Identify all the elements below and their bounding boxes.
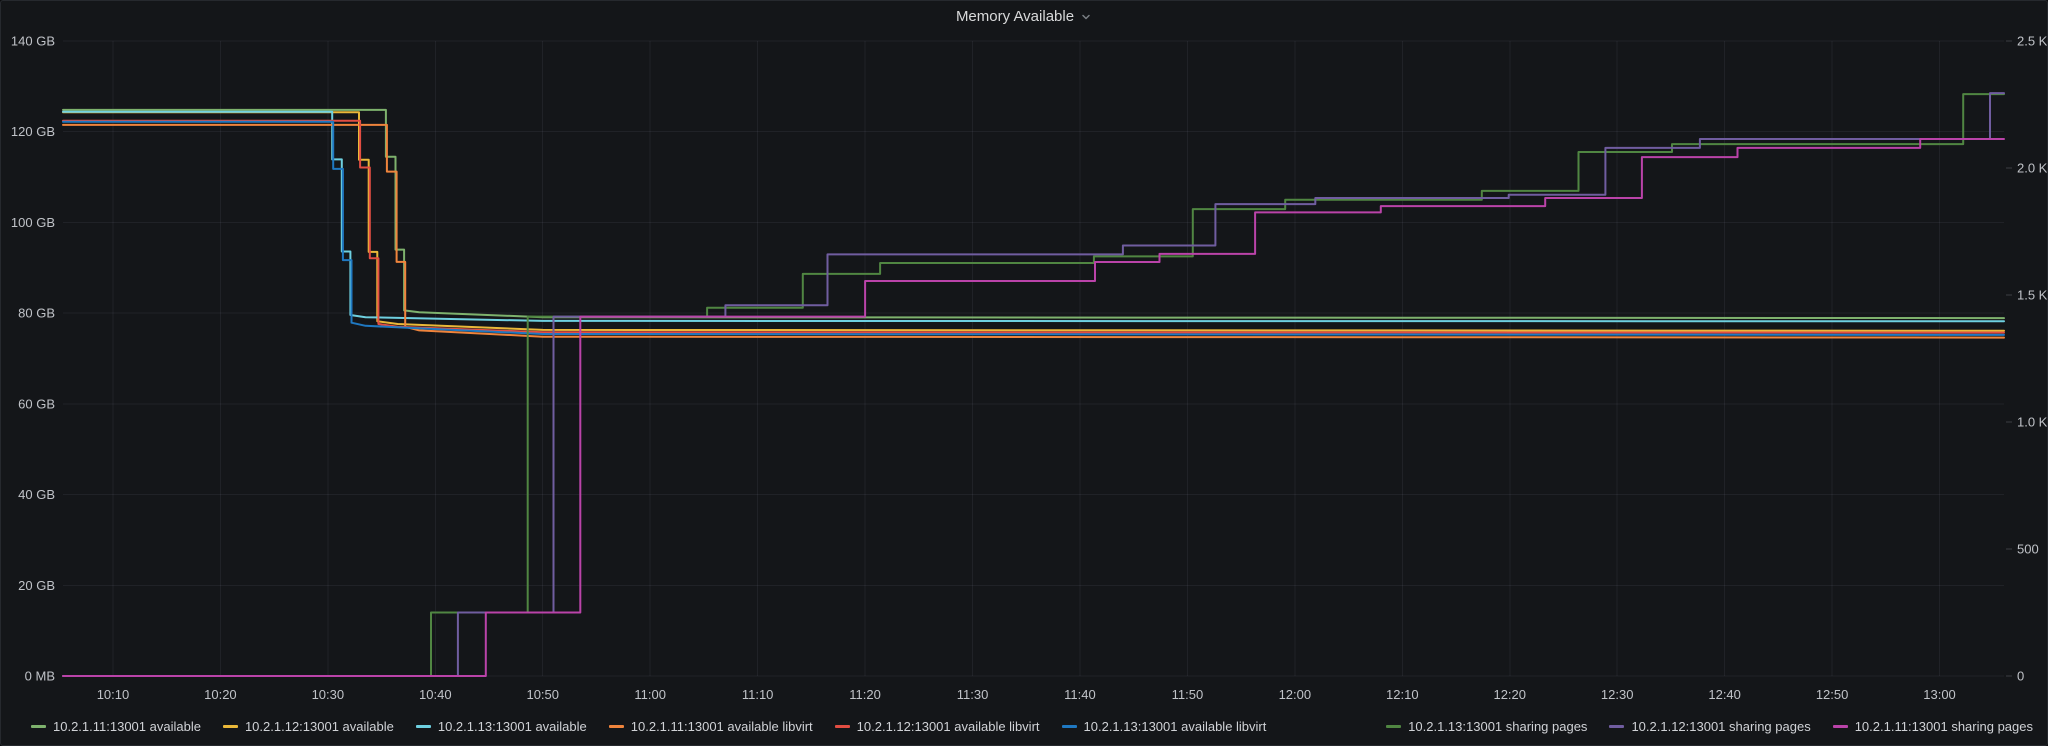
legend-item[interactable]: 10.2.1.11:13001 available bbox=[31, 719, 201, 734]
x-tick-label: 10:50 bbox=[526, 687, 559, 702]
legend-label: 10.2.1.11:13001 available bbox=[53, 718, 201, 734]
legend-swatch bbox=[222, 724, 238, 728]
legend-label: 10.2.1.13:13001 sharing pages bbox=[1408, 718, 1588, 734]
x-tick-label: 12:40 bbox=[1708, 687, 1741, 702]
x-tick-label: 10:40 bbox=[419, 687, 452, 702]
y-right-tick-label: 2.5 K bbox=[2017, 34, 2047, 49]
legend-group-sharing: 10.2.1.13:13001 sharing pages 10.2.1.12:1… bbox=[1386, 719, 2033, 734]
series-line bbox=[62, 93, 2005, 677]
legend-label: 10.2.1.11:13001 sharing pages bbox=[1854, 718, 2033, 734]
legend: 10.2.1.11:13001 available 10.2.1.12:13001… bbox=[1, 713, 2047, 739]
chart-canvas[interactable]: 140 GB 120 GB 100 GB 80 GB 60 GB 40 GB 20 GB 0 … bbox=[1, 1, 2047, 709]
x-tick-label: 13:00 bbox=[1923, 687, 1956, 702]
y-left-tick-label: 120 GB bbox=[11, 124, 55, 139]
x-tick-label: 11:00 bbox=[634, 687, 666, 702]
y-right-tick-label: 1.0 K bbox=[2017, 415, 2047, 430]
y-left-tick-label: 40 GB bbox=[18, 487, 55, 502]
legend-item[interactable]: 10.2.1.12:13001 available libvirt bbox=[834, 718, 1040, 734]
legend-item[interactable]: 10.2.1.12:13001 available bbox=[222, 718, 394, 734]
legend-swatch bbox=[1609, 724, 1625, 728]
x-tick-label: 12:20 bbox=[1493, 687, 1526, 702]
y-right-tick-label: 1.5 K bbox=[2017, 288, 2047, 303]
x-tick-label: 12:50 bbox=[1816, 687, 1849, 702]
x-tick-label: 11:10 bbox=[742, 687, 774, 702]
legend-label: 10.2.1.11:13001 available libvirt bbox=[630, 718, 813, 734]
legend-swatch bbox=[1061, 724, 1077, 728]
x-tick-label: 11:40 bbox=[1064, 687, 1096, 702]
legend-label: 10.2.1.12:13001 available bbox=[244, 718, 394, 734]
legend-swatch bbox=[31, 724, 46, 728]
x-tick-label: 10:30 bbox=[312, 687, 345, 702]
series-line bbox=[62, 138, 2005, 677]
axis-labels: 140 GB 120 GB 100 GB 80 GB 60 GB 40 GB 20 GB 0 … bbox=[11, 34, 2047, 703]
legend-item[interactable]: 10.2.1.11:13001 sharing pages bbox=[1832, 718, 2033, 734]
series-line bbox=[62, 108, 2005, 320]
y-right-tick-label: 500 bbox=[2017, 542, 2039, 557]
gridlines bbox=[63, 40, 2004, 677]
legend-swatch bbox=[1832, 724, 1848, 728]
x-tick-label: 12:10 bbox=[1386, 687, 1419, 702]
x-tick-label: 12:00 bbox=[1279, 687, 1312, 702]
panel-title: Memory Available bbox=[955, 7, 1075, 25]
legend-swatch bbox=[834, 724, 850, 728]
legend-item[interactable]: 10.2.1.13:13001 available bbox=[415, 718, 587, 734]
y-left-tick-label: 100 GB bbox=[11, 215, 55, 230]
legend-item[interactable]: 10.2.1.11:13001 available libvirt bbox=[608, 718, 813, 734]
legend-item[interactable]: 10.2.1.13:13001 sharing pages bbox=[1386, 719, 1587, 734]
y-left-tick-label: 60 GB bbox=[18, 396, 55, 411]
x-tick-label: 12:30 bbox=[1601, 687, 1634, 702]
legend-label: 10.2.1.13:13001 available bbox=[437, 718, 587, 734]
series-line bbox=[62, 123, 2005, 339]
legend-swatch bbox=[1386, 724, 1402, 728]
legend-label: 10.2.1.12:13001 sharing pages bbox=[1631, 718, 1811, 734]
x-tick-label: 11:30 bbox=[957, 687, 989, 702]
series-line bbox=[62, 92, 2005, 677]
series-line bbox=[62, 111, 2005, 332]
y-left-tick-label: 0 MB bbox=[25, 669, 55, 684]
panel-title-menu[interactable]: Memory Available bbox=[1, 1, 2047, 31]
legend-swatch bbox=[415, 724, 431, 728]
x-tick-label: 10:10 bbox=[97, 687, 130, 702]
legend-label: 10.2.1.13:13001 available libvirt bbox=[1083, 718, 1267, 734]
legend-item[interactable]: 10.2.1.13:13001 available libvirt bbox=[1061, 718, 1267, 734]
chevron-down-icon bbox=[1082, 14, 1090, 20]
x-tick-label: 10:20 bbox=[204, 687, 237, 702]
series-line bbox=[62, 119, 2005, 334]
legend-label: 10.2.1.12:13001 available libvirt bbox=[856, 718, 1040, 734]
y-left-tick-label: 140 GB bbox=[11, 34, 55, 49]
x-tick-label: 11:20 bbox=[849, 687, 881, 702]
y-right-tick-label: 2.0 K bbox=[2017, 161, 2047, 176]
y-left-tick-label: 80 GB bbox=[18, 306, 55, 321]
y-left-tick-label: 20 GB bbox=[18, 578, 55, 593]
legend-swatch bbox=[608, 724, 624, 728]
series-line bbox=[62, 120, 2005, 336]
legend-item[interactable]: 10.2.1.12:13001 sharing pages bbox=[1609, 718, 1811, 734]
y-right-tick-label: 0 bbox=[2017, 669, 2024, 684]
legend-group-available: 10.2.1.11:13001 available 10.2.1.12:13001… bbox=[31, 719, 1266, 734]
x-tick-label: 11:50 bbox=[1172, 687, 1204, 702]
